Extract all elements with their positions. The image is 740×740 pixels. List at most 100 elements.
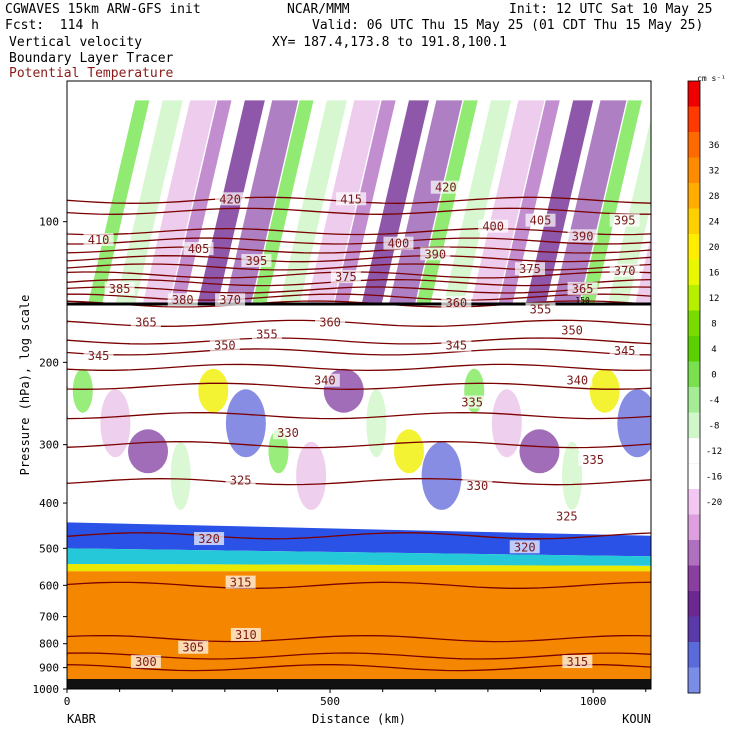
y-tick-label: 200 [39, 356, 59, 369]
velocity-cell [170, 441, 191, 510]
velocity-cell [617, 389, 651, 458]
field-label-vertical-velocity: Vertical velocity [9, 35, 143, 50]
theta-contour-line [67, 237, 651, 245]
init-time: Init: 12 UTC Sat 10 May 25 [509, 2, 713, 17]
velocity-cell [198, 368, 229, 413]
theta-label-bg [562, 373, 593, 387]
x-axis-label: Distance (km) [312, 712, 406, 726]
colorbar-tick-label: 16 [709, 268, 720, 278]
colorbar-swatch [688, 540, 700, 566]
colorbar-frame [687, 80, 701, 694]
velocity-cell [421, 441, 462, 510]
colorbar-swatch [688, 616, 700, 643]
theta-label-bg [178, 640, 209, 654]
theta-label: 305 [182, 641, 204, 655]
theta-contour-line [67, 411, 651, 420]
cross-section-endpoints: XY= 187.4,173.8 to 191.8,100.1 [272, 35, 507, 50]
theta-contour-line [67, 382, 651, 390]
colorbar-tick-label: 28 [709, 192, 720, 202]
theta-label: 350 [214, 339, 236, 353]
theta-contour-line [67, 255, 651, 263]
colorbar-unit: cm s⁻¹ [697, 74, 726, 83]
colorbar-swatch [688, 208, 700, 235]
y-tick-label: 100 [39, 216, 59, 229]
colorbar-swatch [688, 336, 700, 362]
tracer-band-yellow [67, 563, 651, 572]
theta-label-bg [441, 338, 472, 352]
colorbar-swatch [688, 106, 700, 133]
colorbar-tick-label: 24 [709, 217, 720, 227]
theta-label-bg [430, 180, 461, 194]
theta-label-bg [130, 315, 161, 329]
colorbar-swatch [688, 565, 700, 592]
theta-label: 370 [219, 293, 241, 307]
theta-label: 380 [172, 293, 194, 307]
theta-label-bg [209, 338, 240, 352]
endpoint-left: KABR [67, 712, 97, 726]
theta-label-bg [478, 219, 509, 233]
theta-label: 350 [561, 324, 583, 338]
theta-label-bg [225, 575, 256, 589]
colorbar-swatch [688, 361, 700, 388]
theta-label: 345 [88, 349, 110, 363]
theta-label-bg [514, 262, 545, 276]
velocity-cell [562, 441, 583, 510]
endpoint-right: KOUN [622, 712, 651, 726]
theta-contour-line [67, 663, 651, 672]
velocity-cell [225, 389, 266, 458]
theta-label-bg [225, 473, 256, 487]
theta-label-bg [130, 655, 161, 669]
theta-label: 315 [230, 576, 252, 590]
colorbar-swatch [688, 81, 700, 107]
theta-label: 345 [614, 344, 636, 358]
colorbar-swatch [687, 437, 701, 465]
theta-label: 395 [246, 254, 268, 268]
theta-label-bg [230, 627, 261, 641]
velocity-band [443, 100, 512, 304]
model-title: CGWAVES 15km ARW-GFS init [5, 2, 201, 17]
theta-label-bg [567, 229, 598, 243]
theta-contour-line [67, 207, 651, 215]
theta-label-bg [509, 540, 540, 554]
colorbar-tick-label: 8 [711, 319, 716, 329]
theta-label-bg [194, 532, 225, 546]
theta-label: 390 [572, 229, 594, 243]
theta-label-bg [441, 295, 472, 309]
valid-time: Valid: 06 UTC Thu 15 May 25 (01 CDT Thu … [312, 18, 704, 33]
theta-label-bg [241, 254, 272, 268]
theta-label: 420 [435, 181, 457, 195]
theta-label-bg [567, 281, 598, 295]
terrain-fill [67, 571, 651, 689]
theta-label: 320 [514, 540, 536, 554]
theta-label: 335 [461, 396, 483, 410]
colorbar-swatch [688, 285, 700, 311]
theta-contour-line [67, 634, 651, 643]
theta-label: 320 [198, 532, 220, 546]
velocity-cell [491, 389, 522, 458]
colorbar-tick-label: -16 [706, 472, 722, 482]
theta-label: 415 [340, 192, 362, 206]
y-tick-label: 400 [39, 497, 59, 510]
theta-label-bg [251, 327, 282, 341]
theta-label-bg [457, 395, 488, 409]
theta-label: 360 [445, 296, 467, 310]
theta-contour-line [67, 300, 651, 308]
theta-label-bg [578, 452, 609, 466]
theta-contour-line [67, 348, 651, 356]
theta-label-bg [562, 655, 593, 669]
theta-label: 365 [572, 282, 594, 296]
theta-label-bg [557, 323, 588, 337]
theta-label-bg [609, 343, 640, 357]
colorbar-swatch [688, 642, 700, 668]
field-label-potential-temperature: Potential Temperature [9, 66, 174, 81]
velocity-cell [589, 368, 620, 413]
theta-labels: 420 415 420 410 405 395 400 390 400 405 390 395 385 3… [83, 180, 640, 669]
theta-label-bg [272, 426, 303, 440]
theta-label: 370 [614, 264, 636, 278]
theta-label: 330 [277, 426, 299, 440]
theta-label: 325 [556, 510, 578, 524]
theta-label-bg [215, 192, 246, 206]
colorbar-swatch [688, 667, 700, 694]
y-tick-label: 800 [39, 638, 59, 651]
theta-label: 360 [319, 315, 341, 329]
